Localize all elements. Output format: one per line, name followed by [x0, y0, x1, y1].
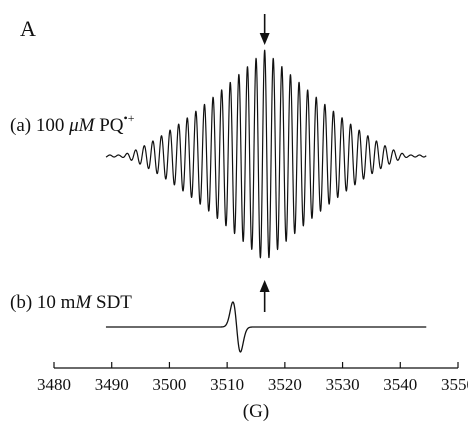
spectrum-b-trace — [105, 301, 427, 353]
spectrum-b-label-species: SDT — [91, 292, 132, 313]
spectrum-a-label-prefix: (a) 100 — [10, 115, 69, 136]
panel-letter: A — [20, 16, 36, 41]
x-axis-label: (G) — [243, 401, 269, 422]
x-tick-label: 3510 — [210, 375, 244, 394]
spectrum-b-label: (b) 10 mM SDT — [10, 292, 132, 313]
x-tick-label: 3550 — [441, 375, 468, 394]
spectrum-a-label-species: PQ — [94, 115, 123, 136]
spectrum-a-trace — [105, 49, 427, 259]
spectrum-a-label-unit: μM — [68, 115, 96, 136]
x-tick-label: 3540 — [383, 375, 417, 394]
spectrum-b-label-unit: M — [74, 292, 92, 313]
x-tick-label: 3500 — [152, 375, 186, 394]
x-tick-label: 3480 — [37, 375, 71, 394]
spectrum-a-label-superscript: •+ — [124, 111, 135, 125]
x-tick-label: 3520 — [268, 375, 302, 394]
x-tick-label: 3490 — [95, 375, 129, 394]
spectrum-b-label-prefix: (b) 10 m — [10, 292, 76, 313]
x-axis-ticks: 3480 3490 3500 3510 3520 3530 3540 3550 — [37, 362, 468, 394]
up-arrow-icon — [259, 280, 270, 312]
down-arrow-icon — [259, 14, 270, 45]
spectrum-a-label: (a) 100 μM PQ•+ — [10, 111, 135, 136]
x-axis: 3480 3490 3500 3510 3520 3530 3540 3550 — [37, 362, 468, 394]
x-tick-label: 3530 — [326, 375, 360, 394]
